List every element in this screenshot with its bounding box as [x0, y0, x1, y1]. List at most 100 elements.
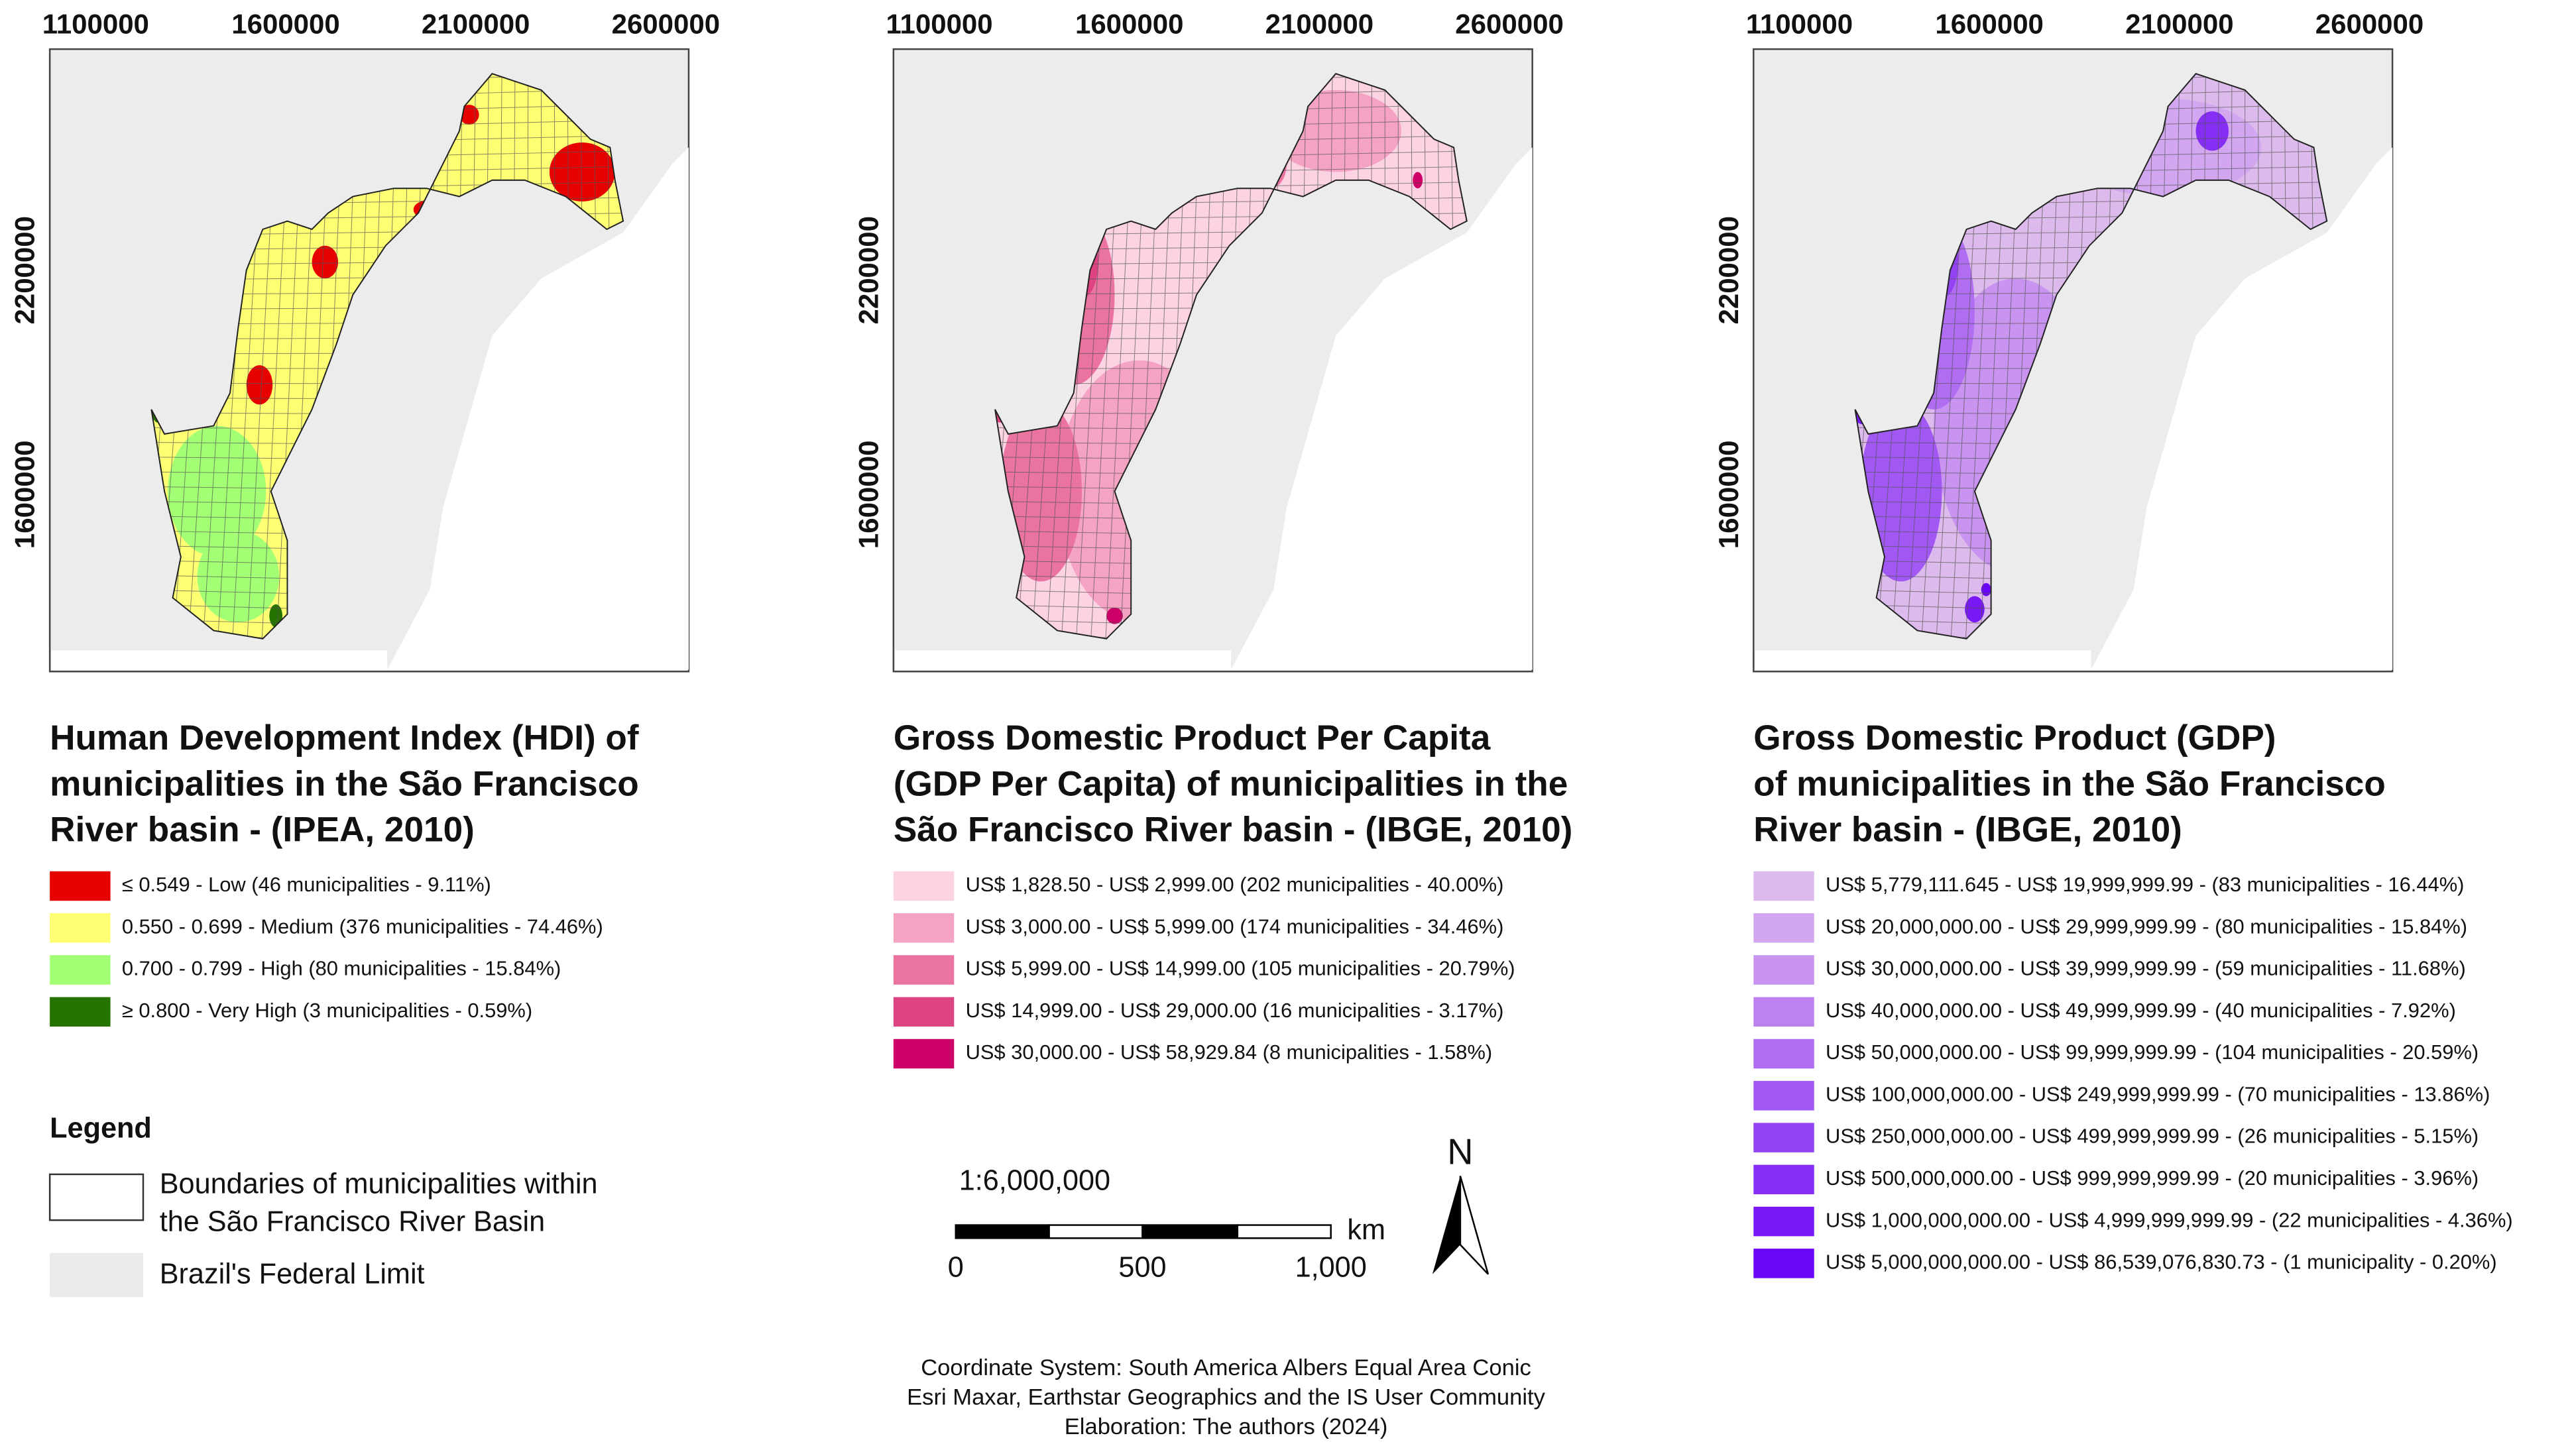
- legend-swatch: [1753, 997, 1814, 1027]
- x-tick-label: 2100000: [422, 9, 530, 40]
- region: [2195, 111, 2229, 151]
- ocean: [895, 650, 1231, 670]
- legend-swatch: [893, 871, 955, 901]
- x-tick-label: 1100000: [1746, 9, 1853, 40]
- scale-ratio: 1:6,000,000: [959, 1165, 1110, 1197]
- x-tick-label: 2600000: [612, 9, 721, 40]
- region: [1859, 401, 1942, 582]
- legend-swatch: [1753, 955, 1814, 985]
- map-title: of municipalities in the São Francisco: [1753, 764, 2386, 803]
- map-title: (GDP Per Capita) of municipalities in th…: [894, 764, 1568, 803]
- x-tick-label: 1100000: [42, 9, 149, 40]
- x-tick-label: 2100000: [2125, 9, 2234, 40]
- x-tick-label: 1100000: [886, 9, 992, 40]
- y-tick-label: 1600000: [1713, 441, 1744, 549]
- y-tick-label: 1600000: [852, 441, 884, 549]
- y-tick-label: 2200000: [9, 216, 40, 325]
- legend-swatch: [50, 913, 111, 943]
- region: [1965, 596, 1985, 623]
- legend-label: US$ 5,779,111.645 - US$ 19,999,999.99 - …: [1826, 873, 2464, 896]
- map-title: Gross Domestic Product Per Capita: [894, 718, 1491, 757]
- north-label: N: [1447, 1132, 1473, 1172]
- legend-swatch: [50, 955, 111, 985]
- legend-swatch: [1753, 913, 1814, 943]
- legend-label: US$ 100,000,000.00 - US$ 249,999,999.99 …: [1826, 1082, 2490, 1105]
- scale-unit: km: [1347, 1214, 1385, 1246]
- ocean: [2091, 147, 2393, 670]
- map-title: Human Development Index (HDI) of: [50, 718, 639, 757]
- ocean: [387, 147, 689, 670]
- legend-label: US$ 1,000,000,000.00 - US$ 4,999,999,999…: [1826, 1208, 2513, 1231]
- y-tick-label: 2200000: [852, 216, 884, 325]
- legend-label: Boundaries of municipalities within: [160, 1168, 598, 1200]
- region: [549, 142, 615, 201]
- legend-swatch: [1753, 871, 1814, 901]
- x-tick-label: 2600000: [1455, 9, 1564, 40]
- map: 1100000 1600000 2100000 2600000 2200000 16000…: [852, 9, 1564, 673]
- x-tick-label: 1600000: [1935, 9, 2044, 40]
- x-tick-label: 2600000: [2315, 9, 2424, 40]
- map-title: River basin - (IPEA, 2010): [50, 810, 475, 849]
- scale-label: 500: [1118, 1252, 1166, 1284]
- map: 1100000 1600000 2100000 2600000 2200000 16000…: [1713, 9, 2424, 673]
- scale-label: 1,000: [1295, 1252, 1367, 1284]
- legend-swatch: [893, 1038, 955, 1069]
- x-tick-label: 1600000: [231, 9, 340, 40]
- legend-swatch: [893, 913, 955, 943]
- scale-label: 0: [948, 1252, 964, 1284]
- region: [312, 245, 339, 279]
- legend-label: US$ 5,999.00 - US$ 14,999.00 (105 munici…: [966, 957, 1515, 980]
- y-tick-label: 1600000: [9, 441, 40, 549]
- y-tick-label: 2200000: [1713, 216, 1744, 325]
- legend-title: Legend: [50, 1113, 152, 1145]
- map-title: River basin - (IBGE, 2010): [1753, 810, 2182, 849]
- legend-label: US$ 5,000,000,000.00 - US$ 86,539,076,83…: [1826, 1251, 2497, 1274]
- scale-bar: [955, 1224, 1332, 1239]
- legend-swatch: [1753, 1038, 1814, 1069]
- ocean: [51, 650, 388, 670]
- legend-label: US$ 14,999.00 - US$ 29,000.00 (16 munici…: [966, 999, 1504, 1022]
- credit: Coordinate System: South America Albers …: [921, 1355, 1531, 1380]
- x-tick-label: 2100000: [1265, 9, 1374, 40]
- legend-label: US$ 30,000,000.00 - US$ 39,999,999.99 - …: [1826, 957, 2466, 980]
- region: [246, 365, 273, 405]
- legend-label: US$ 40,000,000.00 - US$ 49,999,999.99 - …: [1826, 999, 2456, 1022]
- region: [197, 530, 280, 623]
- legend-swatch: [893, 955, 955, 985]
- ocean: [1230, 147, 1533, 670]
- legend-swatch: [1753, 1123, 1814, 1152]
- map-title: São Francisco River basin - (IBGE, 2010): [894, 810, 1572, 849]
- ocean: [1755, 650, 2091, 670]
- legend-label: US$ 500,000,000.00 - US$ 999,999,999.99 …: [1826, 1166, 2479, 1190]
- legend-label: US$ 1,828.50 - US$ 2,999.00 (202 municip…: [966, 873, 1504, 896]
- legend-label: 0.700 - 0.799 - High (80 municipalities …: [122, 957, 561, 980]
- federal-swatch: [50, 1253, 143, 1298]
- legend-label: US$ 3,000.00 - US$ 5,999.00 (174 municip…: [966, 915, 1504, 938]
- legend-label: ≤ 0.549 - Low (46 municipalities - 9.11%…: [122, 873, 491, 896]
- north-arrow: [1432, 1176, 1489, 1275]
- legend-swatch: [50, 871, 111, 901]
- legend-swatch: [1753, 1081, 1814, 1111]
- legend-swatch: [1753, 1206, 1814, 1237]
- legend-label: US$ 20,000,000.00 - US$ 29,999,999.99 - …: [1826, 915, 2467, 938]
- region: [168, 425, 266, 557]
- x-tick-label: 1600000: [1075, 9, 1184, 40]
- credit: Elaboration: The authors (2024): [1065, 1414, 1388, 1439]
- region: [1000, 401, 1082, 582]
- legend-swatch: [50, 997, 111, 1027]
- legend-label: 0.550 - 0.699 - Medium (376 municipaliti…: [122, 915, 603, 938]
- legend-swatch: [1753, 1249, 1814, 1278]
- map: 1100000 1600000 2100000 2600000 2200000 16000…: [9, 9, 721, 673]
- credit: Esri Maxar, Earthstar Geographics and th…: [907, 1385, 1546, 1410]
- boundary-swatch: [48, 1173, 145, 1221]
- legend-label: US$ 250,000,000.00 - US$ 499,999,999.99 …: [1826, 1125, 2479, 1148]
- map-title: municipalities in the São Francisco: [50, 764, 639, 803]
- legend-label: Brazil's Federal Limit: [160, 1259, 425, 1290]
- map-title: Gross Domestic Product (GDP): [1753, 718, 2276, 757]
- legend-label: ≥ 0.800 - Very High (3 municipalities - …: [122, 999, 532, 1022]
- legend-swatch: [1753, 1164, 1814, 1195]
- region: [1106, 607, 1123, 624]
- legend-label: US$ 50,000,000.00 - US$ 99,999,999.99 - …: [1826, 1040, 2479, 1064]
- region: [1413, 172, 1423, 189]
